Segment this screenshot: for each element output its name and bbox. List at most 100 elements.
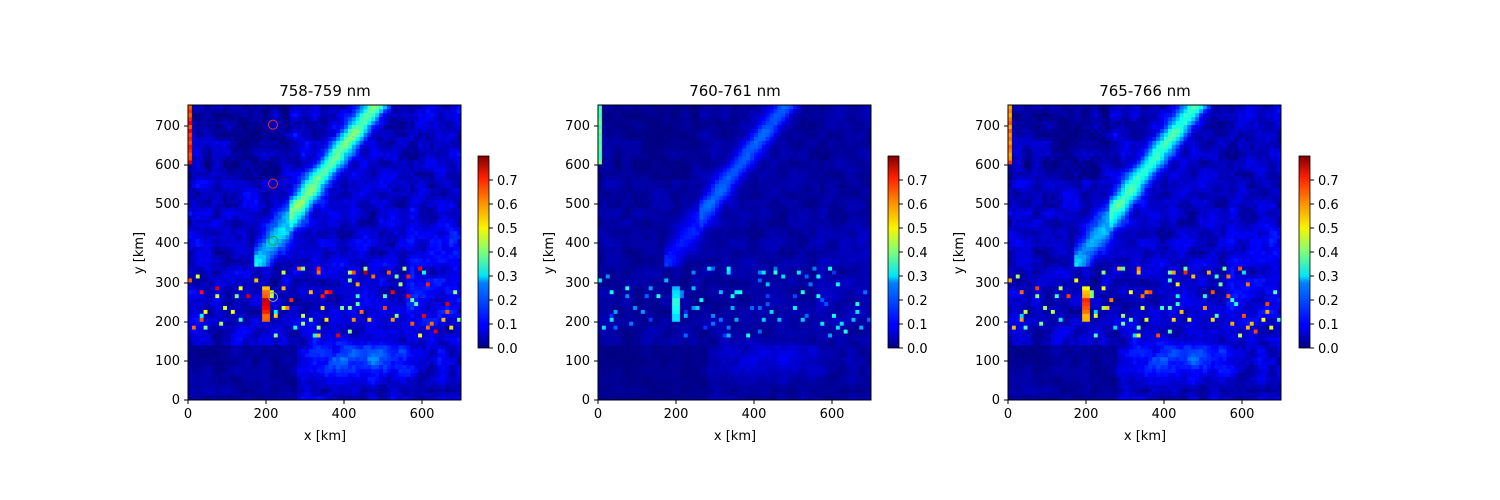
heatmap-cell	[293, 368, 298, 373]
heatmap-cell	[297, 179, 302, 185]
heatmap-cell	[359, 262, 364, 267]
heatmap-cell	[457, 337, 462, 342]
heatmap-cell	[297, 191, 302, 196]
heatmap-cell	[371, 352, 376, 358]
heatmap-cell	[449, 282, 454, 287]
heatmap-cell	[402, 274, 407, 279]
heatmap-cell	[394, 179, 399, 185]
heatmap-cell	[316, 254, 321, 259]
heatmap-cell	[414, 262, 419, 267]
heatmap-cell	[422, 368, 427, 373]
heatmap-cell	[207, 223, 212, 228]
heatmap-cell	[269, 297, 275, 303]
heatmap-cell	[230, 246, 236, 251]
heatmap-cell	[316, 376, 321, 381]
heatmap-cell	[312, 215, 318, 220]
heatmap-cell	[316, 278, 321, 283]
heatmap-cell	[406, 156, 411, 161]
heatmap-cell	[402, 321, 407, 326]
heatmap-cell	[238, 140, 243, 145]
heatmap-cell	[418, 242, 423, 247]
heatmap-cell	[441, 183, 446, 188]
heatmap-cell	[429, 270, 435, 275]
heatmap-cell	[312, 305, 318, 310]
heatmap-cell	[449, 246, 454, 251]
heatmap-cell	[223, 344, 228, 350]
heatmap-cell	[394, 187, 399, 192]
heatmap-cell	[234, 258, 240, 263]
heatmap-cell	[316, 258, 321, 263]
heatmap-cell	[242, 230, 247, 236]
heatmap-cell	[308, 364, 314, 369]
heatmap-cell	[234, 207, 240, 212]
heatmap-cell	[398, 215, 403, 220]
heatmap-cell	[230, 309, 236, 314]
heatmap-cell	[355, 152, 360, 157]
heatmap-cell	[273, 140, 279, 145]
heatmap-cell	[269, 348, 275, 354]
heatmap-cell	[383, 289, 388, 295]
heatmap-cell	[406, 396, 411, 401]
heatmap-cell	[258, 215, 263, 220]
heatmap-cell	[203, 317, 208, 322]
heatmap-cell	[289, 392, 294, 397]
heatmap-cell	[383, 148, 388, 153]
heatmap-cell	[433, 258, 438, 263]
heatmap-cell	[425, 199, 431, 204]
heatmap-cell	[363, 360, 368, 365]
heatmap-cell	[367, 156, 372, 161]
heatmap-cell	[188, 293, 193, 299]
heatmap-cell	[324, 293, 329, 299]
heatmap-cell	[281, 211, 286, 216]
heatmap-cell	[285, 329, 290, 334]
heatmap-cell	[367, 313, 372, 318]
heatmap-cell	[355, 341, 360, 346]
heatmap-cell	[277, 223, 282, 228]
heatmap-cell	[433, 266, 438, 271]
heatmap-cell	[371, 254, 376, 259]
heatmap-cell	[394, 289, 399, 295]
heatmap-cell	[199, 337, 204, 342]
heatmap-cell	[312, 333, 318, 338]
heatmap-cell	[398, 344, 403, 350]
heatmap-cell	[195, 203, 201, 208]
heatmap-cell	[262, 325, 267, 330]
heatmap-cell	[234, 116, 240, 122]
heatmap-cell	[414, 344, 419, 350]
heatmap-cell	[203, 368, 208, 373]
heatmap-cell	[277, 116, 282, 122]
heatmap-cell	[453, 156, 458, 161]
heatmap-cell	[207, 230, 212, 236]
heatmap-cell	[254, 278, 259, 283]
heatmap-cell	[250, 183, 255, 188]
heatmap-cell	[410, 132, 415, 137]
heatmap-cell	[445, 242, 450, 247]
heatmap-cell	[398, 230, 403, 236]
heatmap-cell	[332, 223, 337, 228]
heatmap-cell	[258, 175, 263, 181]
heatmap-cell	[277, 341, 282, 346]
heatmap-cell	[246, 282, 251, 287]
heatmap-cell	[429, 230, 435, 236]
heatmap-cell	[359, 223, 364, 228]
heatmap-cell	[390, 183, 396, 188]
heatmap-cell	[422, 238, 427, 244]
heatmap-cell	[230, 380, 236, 385]
heatmap-cell	[332, 329, 337, 334]
heatmap-cell	[371, 333, 376, 338]
heatmap-cell	[324, 230, 329, 236]
heatmap-cell	[308, 317, 314, 322]
heatmap-cell	[324, 203, 329, 208]
heatmap-cell	[453, 285, 458, 291]
heatmap-cell	[262, 388, 267, 393]
heatmap-cell	[273, 297, 279, 303]
heatmap-cell	[215, 203, 220, 208]
heatmap-cell	[429, 179, 435, 185]
heatmap-cell	[305, 360, 310, 365]
heatmap-cell	[336, 215, 341, 220]
heatmap-cell	[425, 219, 431, 224]
heatmap-cell	[457, 348, 462, 354]
heatmap-cell	[328, 250, 333, 255]
heatmap-cell	[234, 364, 240, 369]
heatmap-cell	[418, 246, 423, 251]
